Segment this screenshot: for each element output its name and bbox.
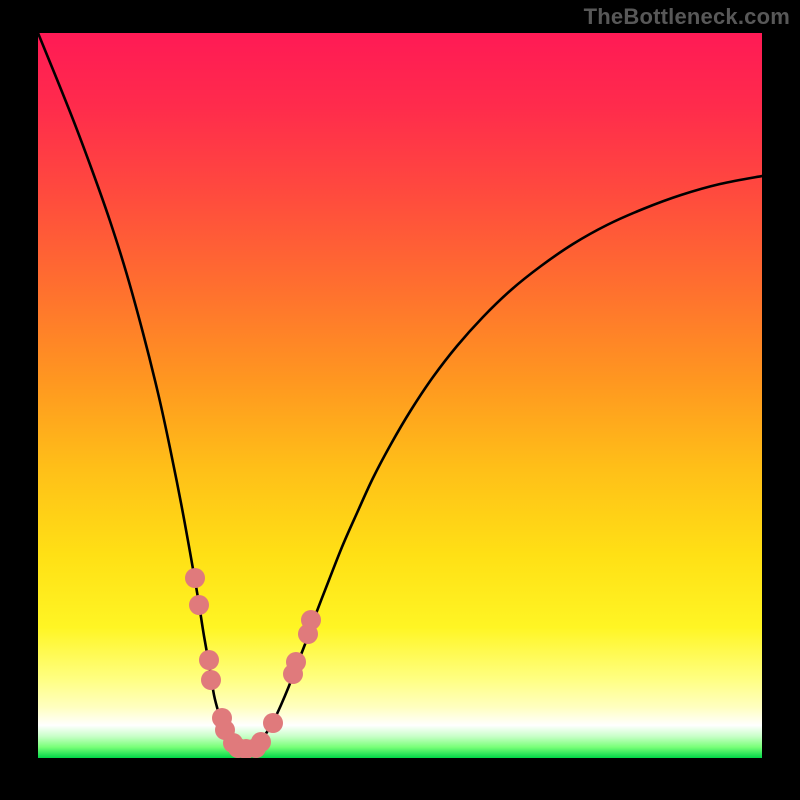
data-marker [199, 650, 219, 670]
data-marker [189, 595, 209, 615]
data-marker [251, 732, 271, 752]
chart-stage: TheBottleneck.com [0, 0, 800, 800]
data-marker [263, 713, 283, 733]
data-marker [185, 568, 205, 588]
chart-svg [0, 0, 800, 800]
data-marker [301, 610, 321, 630]
data-marker [286, 652, 306, 672]
data-marker [201, 670, 221, 690]
plot-background [38, 33, 762, 758]
